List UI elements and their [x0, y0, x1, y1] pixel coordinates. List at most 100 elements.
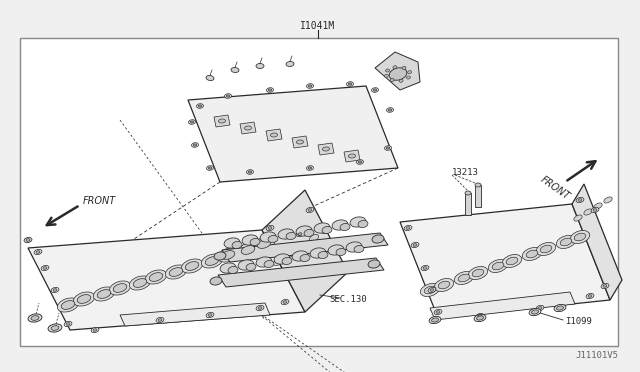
- Ellipse shape: [36, 251, 40, 253]
- Ellipse shape: [31, 316, 39, 320]
- Polygon shape: [375, 52, 420, 90]
- Ellipse shape: [218, 119, 225, 123]
- Ellipse shape: [253, 237, 275, 251]
- Text: I1099: I1099: [565, 317, 592, 327]
- Ellipse shape: [208, 314, 212, 316]
- Ellipse shape: [93, 287, 115, 301]
- Ellipse shape: [522, 247, 541, 260]
- Ellipse shape: [206, 76, 214, 81]
- Ellipse shape: [264, 260, 274, 267]
- Ellipse shape: [406, 76, 410, 79]
- Ellipse shape: [529, 308, 541, 316]
- Ellipse shape: [306, 207, 314, 213]
- Ellipse shape: [458, 274, 470, 282]
- Text: 13213: 13213: [452, 167, 479, 176]
- Ellipse shape: [158, 319, 162, 321]
- Ellipse shape: [540, 245, 552, 253]
- Ellipse shape: [248, 171, 252, 173]
- Polygon shape: [240, 122, 256, 134]
- Ellipse shape: [241, 246, 255, 254]
- Ellipse shape: [198, 105, 202, 107]
- Ellipse shape: [109, 281, 131, 295]
- Ellipse shape: [307, 166, 314, 170]
- Ellipse shape: [476, 313, 484, 319]
- Ellipse shape: [438, 281, 450, 289]
- Ellipse shape: [387, 108, 394, 112]
- Ellipse shape: [478, 315, 482, 317]
- Text: FRONT: FRONT: [538, 174, 572, 202]
- Ellipse shape: [286, 61, 294, 67]
- Ellipse shape: [133, 279, 147, 288]
- Ellipse shape: [283, 301, 287, 303]
- Ellipse shape: [156, 317, 164, 323]
- Ellipse shape: [244, 126, 252, 130]
- Ellipse shape: [93, 329, 97, 331]
- Polygon shape: [222, 233, 388, 262]
- Ellipse shape: [210, 277, 222, 285]
- Ellipse shape: [268, 227, 272, 229]
- Ellipse shape: [506, 257, 518, 265]
- Ellipse shape: [190, 121, 194, 123]
- Ellipse shape: [348, 83, 352, 85]
- Ellipse shape: [477, 316, 483, 320]
- Ellipse shape: [285, 250, 294, 257]
- Ellipse shape: [413, 244, 417, 246]
- Ellipse shape: [475, 183, 481, 187]
- Ellipse shape: [408, 71, 412, 74]
- Polygon shape: [572, 184, 622, 300]
- Ellipse shape: [231, 67, 239, 73]
- Ellipse shape: [554, 304, 566, 312]
- Ellipse shape: [321, 227, 331, 234]
- Ellipse shape: [273, 259, 283, 266]
- Ellipse shape: [532, 310, 538, 314]
- Ellipse shape: [536, 243, 556, 256]
- Ellipse shape: [268, 89, 272, 91]
- Ellipse shape: [28, 314, 42, 322]
- Polygon shape: [188, 86, 398, 182]
- Ellipse shape: [423, 267, 427, 269]
- Ellipse shape: [358, 221, 368, 228]
- Ellipse shape: [488, 260, 508, 272]
- Ellipse shape: [373, 89, 377, 91]
- Ellipse shape: [346, 82, 353, 86]
- Ellipse shape: [428, 288, 436, 293]
- Polygon shape: [214, 115, 230, 127]
- Ellipse shape: [202, 254, 223, 268]
- Ellipse shape: [556, 235, 576, 248]
- Ellipse shape: [318, 251, 328, 259]
- Ellipse shape: [77, 295, 91, 304]
- Ellipse shape: [424, 286, 436, 294]
- Ellipse shape: [74, 292, 95, 306]
- Ellipse shape: [328, 245, 344, 255]
- Ellipse shape: [349, 154, 355, 158]
- Ellipse shape: [169, 267, 183, 276]
- Polygon shape: [400, 204, 610, 318]
- Ellipse shape: [246, 263, 256, 270]
- Ellipse shape: [570, 231, 589, 244]
- Ellipse shape: [129, 276, 150, 290]
- Ellipse shape: [242, 235, 258, 245]
- Ellipse shape: [536, 305, 544, 311]
- Ellipse shape: [41, 265, 49, 270]
- Ellipse shape: [266, 225, 274, 231]
- Ellipse shape: [296, 226, 312, 236]
- Ellipse shape: [474, 314, 486, 322]
- Ellipse shape: [282, 257, 292, 264]
- Ellipse shape: [225, 94, 232, 98]
- Ellipse shape: [411, 243, 419, 248]
- Ellipse shape: [358, 161, 362, 163]
- Ellipse shape: [208, 167, 212, 169]
- Ellipse shape: [145, 270, 166, 284]
- Ellipse shape: [468, 266, 488, 279]
- Polygon shape: [120, 303, 270, 326]
- Ellipse shape: [393, 66, 397, 69]
- Ellipse shape: [332, 220, 348, 230]
- Ellipse shape: [574, 233, 586, 241]
- Ellipse shape: [218, 248, 239, 262]
- Ellipse shape: [574, 215, 582, 221]
- Ellipse shape: [61, 301, 75, 310]
- Ellipse shape: [336, 248, 346, 256]
- Bar: [20, 38, 618, 346]
- Ellipse shape: [560, 238, 572, 246]
- Ellipse shape: [304, 230, 314, 237]
